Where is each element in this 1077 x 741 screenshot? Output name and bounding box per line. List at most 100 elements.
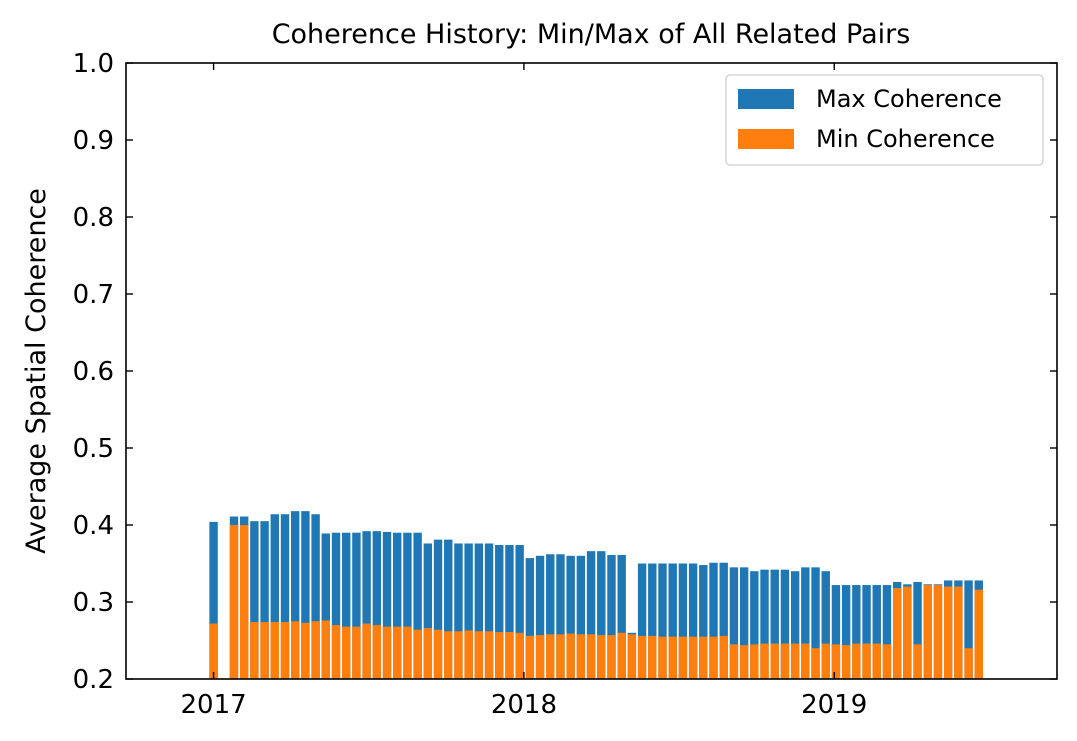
- max-coherence-bar: [260, 521, 269, 679]
- max-coherence-bar: [546, 554, 555, 679]
- y-tick-label: 0.4: [73, 511, 114, 541]
- min-coherence-bar: [301, 622, 310, 679]
- min-coherence-bar: [597, 635, 606, 679]
- max-coherence-bar: [270, 514, 279, 679]
- max-coherence-bar: [413, 532, 422, 679]
- min-coherence-bar: [872, 643, 881, 679]
- y-tick-label: 0.6: [73, 357, 114, 387]
- min-coherence-bar: [311, 621, 320, 679]
- max-coherence-bar: [250, 521, 259, 679]
- min-coherence-bar: [362, 623, 371, 679]
- min-coherence-bar: [484, 631, 494, 679]
- min-coherence-bars: [209, 525, 983, 679]
- max-coherence-bar: [362, 531, 371, 679]
- min-coherence-bar: [903, 586, 912, 679]
- chart-title: Coherence History: Min/Max of All Relate…: [272, 19, 911, 50]
- max-coherence-bar: [678, 563, 688, 679]
- min-coherence-bar: [658, 636, 667, 679]
- max-coherence-bar: [301, 511, 310, 679]
- max-coherence-bar: [576, 555, 586, 679]
- min-coherence-bar: [770, 643, 779, 679]
- max-coherence-bar: [750, 571, 759, 679]
- min-coherence-bar: [943, 586, 953, 679]
- max-coherence-bar: [403, 532, 412, 679]
- max-coherence-bar: [280, 514, 290, 679]
- y-tick-label: 0.9: [73, 126, 114, 156]
- max-coherence-bar: [597, 551, 606, 679]
- max-coherence-bar: [311, 514, 320, 679]
- min-coherence-bar: [331, 625, 341, 679]
- min-coherence-bar: [739, 645, 749, 679]
- max-coherence-bar: [719, 562, 728, 679]
- min-coherence-bar: [342, 626, 351, 679]
- min-coherence-bar: [964, 648, 973, 679]
- max-coherence-bar: [393, 532, 402, 679]
- min-coherence-bar: [831, 644, 841, 679]
- min-coherence-bar: [780, 643, 790, 679]
- max-coherence-bar: [566, 555, 575, 679]
- max-coherence-bar: [790, 571, 800, 679]
- max-coherence-bar: [862, 585, 871, 679]
- min-coherence-bar: [505, 632, 514, 679]
- max-coherence-bar: [342, 532, 351, 679]
- max-coherence-bar: [688, 563, 698, 679]
- max-coherence-bar: [770, 569, 779, 679]
- max-coherence-bar: [658, 563, 667, 679]
- max-coherence-bar: [525, 558, 535, 679]
- min-coherence-bar: [413, 629, 422, 679]
- legend: Max Coherence Min Coherence: [725, 74, 1044, 166]
- legend-box: [725, 74, 1044, 166]
- min-coherence-bar: [464, 630, 473, 679]
- min-coherence-bar: [444, 631, 453, 679]
- min-coherence-bar: [841, 645, 851, 679]
- max-coherence-bar: [484, 543, 494, 679]
- max-coherence-bar: [872, 585, 881, 679]
- min-coherence-bar: [495, 632, 504, 679]
- max-coherence-bar: [882, 585, 892, 679]
- max-coherence-bar: [352, 532, 361, 679]
- min-coherence-bar: [403, 626, 412, 679]
- max-coherence-bar: [444, 539, 453, 679]
- x-tick-label: 2018: [491, 690, 557, 720]
- min-coherence-bar: [423, 628, 433, 679]
- min-coherence-bar: [954, 586, 963, 679]
- max-coherence-bar: [607, 555, 616, 679]
- max-coherence-bar: [699, 565, 708, 679]
- x-tick-label: 2019: [801, 690, 867, 720]
- max-coherence-bar: [668, 563, 677, 679]
- min-coherence-bar: [352, 626, 361, 679]
- min-coherence-bar: [291, 621, 300, 679]
- min-coherence-bar: [821, 643, 830, 679]
- max-coherence-bar: [760, 569, 769, 679]
- min-coherence-bar: [719, 635, 728, 679]
- min-coherence-bar: [750, 644, 759, 679]
- max-coherence-bar: [433, 539, 443, 679]
- min-coherence-bar: [607, 635, 616, 679]
- min-coherence-bar: [688, 636, 698, 679]
- max-coherence-bar: [505, 545, 514, 679]
- max-coherence-bar: [291, 511, 300, 679]
- min-coherence-bar: [913, 644, 922, 679]
- max-coherence-bar: [841, 585, 851, 679]
- max-coherence-bar: [801, 567, 810, 679]
- y-axis-label: Average Spatial Coherence: [21, 188, 52, 554]
- max-coherence-bar: [209, 521, 218, 679]
- max-coherence-bar: [964, 580, 973, 679]
- min-coherence-bar: [627, 634, 637, 679]
- max-coherence-bar: [474, 543, 484, 679]
- max-coherence-bar: [648, 563, 657, 679]
- min-coherence-bar: [393, 626, 402, 679]
- max-coherence-bar: [382, 531, 392, 679]
- min-coherence-bar: [556, 634, 565, 679]
- min-coherence-bar: [648, 635, 657, 679]
- min-coherence-bar: [382, 626, 392, 679]
- min-coherence-bar: [974, 589, 983, 679]
- min-coherence-bar: [576, 634, 586, 679]
- legend-swatch-max: [738, 89, 794, 109]
- min-coherence-bar: [699, 636, 708, 679]
- min-coherence-bar: [209, 623, 218, 679]
- min-coherence-bar: [933, 585, 943, 679]
- max-coherence-bar: [464, 543, 473, 679]
